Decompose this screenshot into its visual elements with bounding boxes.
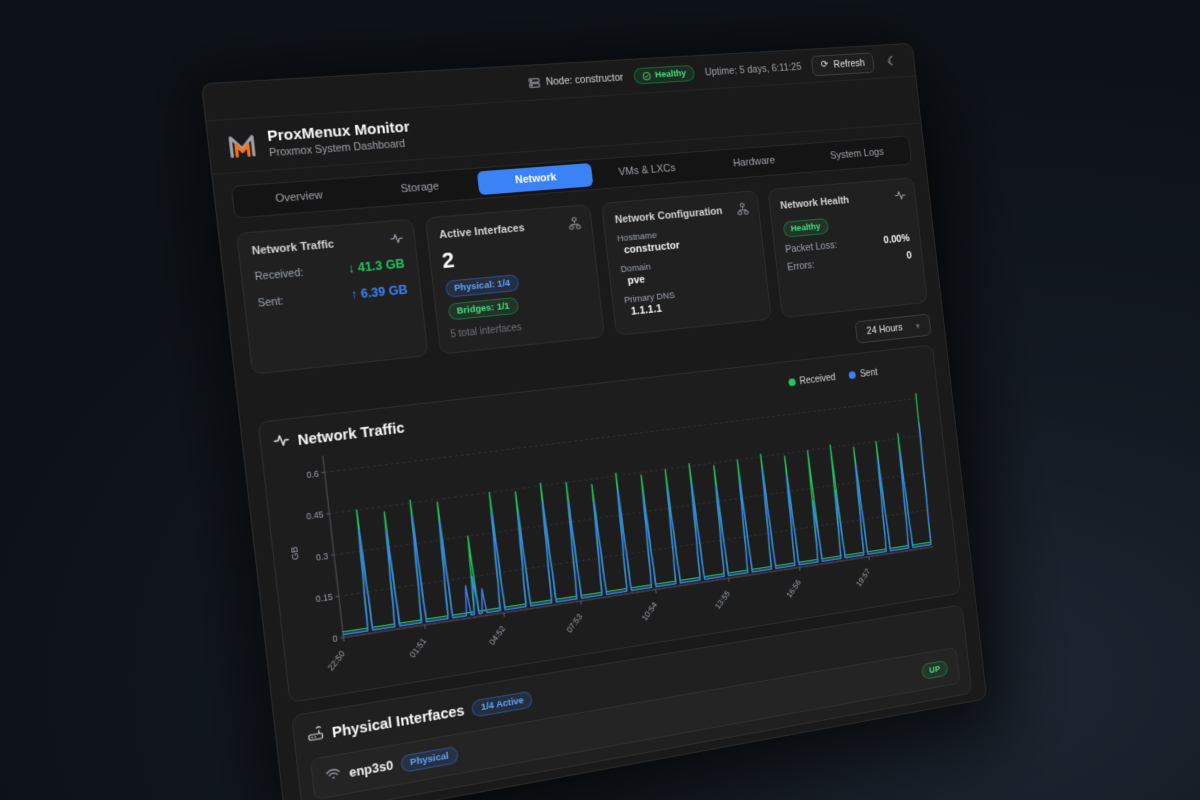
svg-text:10:54: 10:54 [640, 600, 659, 622]
refresh-label: Refresh [832, 57, 866, 70]
node-label: Node: constructor [545, 71, 624, 88]
uptime-text: Uptime: 5 days, 6:11:25 [704, 60, 802, 78]
interface-status-badge: UP [920, 659, 949, 680]
check-circle-icon [642, 71, 652, 81]
refresh-icon: ⟳ [820, 59, 830, 71]
total-interfaces-note: 5 total interfaces [449, 322, 523, 341]
network-configuration-card-title: Network Configuration [614, 205, 724, 227]
received-label: Received: [254, 266, 305, 284]
svg-text:0.6: 0.6 [306, 469, 319, 480]
sent-value: ↑ 6.39 GB [350, 282, 409, 302]
time-range-select[interactable]: 24 Hours ▾ [854, 313, 932, 344]
router-icon [306, 724, 325, 748]
chevron-down-icon: ▾ [915, 320, 921, 331]
svg-text:07:53: 07:53 [565, 612, 584, 635]
server-icon [528, 76, 541, 88]
packet-loss-value: 0.00% [883, 232, 911, 247]
tab-network[interactable]: Network [477, 162, 594, 196]
health-status-badge: Healthy [782, 217, 830, 238]
moon-icon: ☾ [886, 53, 898, 69]
interface-type-badge: Physical [400, 745, 459, 773]
svg-text:0.45: 0.45 [306, 510, 324, 522]
svg-text:0.3: 0.3 [316, 551, 329, 562]
tab-system-logs[interactable]: System Logs [805, 139, 908, 169]
legend-received-label: Received [799, 372, 837, 387]
svg-text:16:56: 16:56 [785, 578, 803, 600]
health-badge-label: Healthy [654, 68, 687, 81]
wifi-icon [325, 765, 343, 786]
svg-text:GB: GB [289, 546, 301, 561]
interface-name: enp3s0 [348, 758, 394, 781]
network-health-card: Network Health Healthy Packet Loss: 0.00… [767, 177, 928, 319]
sent-legend-dot [848, 371, 857, 380]
tab-vms-lxcs[interactable]: VMs & LXCs [591, 155, 703, 186]
node-indicator: Node: constructor [528, 71, 624, 88]
received-value: ↓ 41.3 GB [347, 256, 406, 276]
svg-text:0: 0 [332, 634, 338, 644]
svg-text:19:57: 19:57 [855, 567, 872, 588]
network-health-card-title: Network Health [779, 194, 850, 212]
tab-hardware[interactable]: Hardware [700, 147, 808, 178]
health-badge: Healthy [633, 64, 696, 85]
refresh-button[interactable]: ⟳ Refresh [810, 51, 876, 76]
network-traffic-chart-card: Network Traffic Received Sent 0 0.15 0.3 0.… [257, 344, 961, 704]
activity-icon [389, 232, 404, 251]
active-interfaces-card: Active Interfaces 2 Physical: 1/4 Bridge… [424, 203, 605, 355]
proxmenux-logo [224, 129, 259, 162]
network-nodes-icon [568, 216, 582, 234]
traffic-chart-svg: 0 0.15 0.3 0.45 0.6 GB 22:50 01:51 04:52 07:53 10:… [289, 376, 950, 673]
physical-active-badge: 1/4 Active [471, 690, 534, 718]
errors-label: Errors: [786, 259, 816, 274]
legend-item-received: Received [787, 372, 837, 388]
legend-item-sent: Sent [848, 367, 879, 381]
sent-label: Sent: [257, 295, 285, 310]
theme-toggle-button[interactable]: ☾ [883, 52, 901, 70]
dashboard-window: Node: constructor Healthy Uptime: 5 days… [200, 42, 988, 800]
physical-count-badge: Physical: 1/4 [444, 274, 520, 298]
svg-text:04:52: 04:52 [488, 624, 508, 647]
svg-text:13:55: 13:55 [714, 589, 732, 611]
received-legend-dot [787, 378, 796, 387]
time-range-value: 24 Hours [866, 322, 904, 337]
activity-icon [894, 189, 907, 206]
network-traffic-card: Network Traffic Received: ↓ 41.3 GB Sent… [236, 218, 429, 375]
network-tree-icon [736, 202, 749, 220]
network-configuration-card: Network Configuration Hostname construct… [600, 190, 772, 336]
network-traffic-card-title: Network Traffic [251, 238, 335, 258]
svg-text:01:51: 01:51 [408, 636, 428, 659]
activity-icon [273, 432, 291, 454]
svg-text:0.15: 0.15 [315, 593, 333, 605]
bridges-count-badge: Bridges: 1/1 [447, 296, 520, 321]
errors-value: 0 [905, 250, 913, 262]
active-interfaces-count: 2 [440, 247, 456, 274]
row-spacer [465, 673, 915, 753]
legend-sent-label: Sent [859, 367, 879, 380]
packet-loss-label: Packet Loss: [784, 239, 838, 256]
svg-text:22:50: 22:50 [326, 649, 347, 673]
network-tab-content: Network Traffic Received: ↓ 41.3 GB Sent… [218, 163, 987, 800]
